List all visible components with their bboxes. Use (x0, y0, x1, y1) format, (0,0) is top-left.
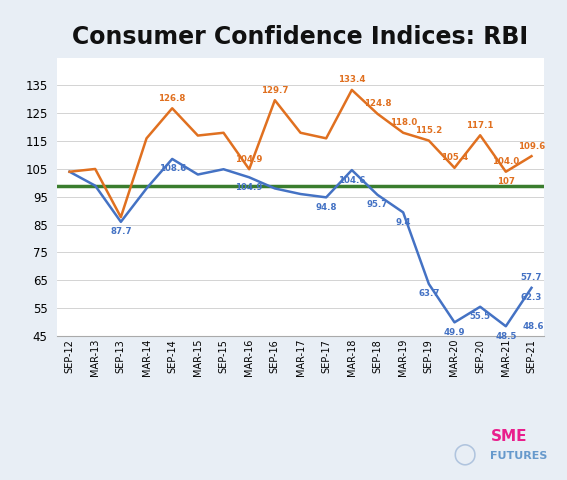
Text: 94.8: 94.8 (315, 203, 337, 212)
Title: Consumer Confidence Indices: RBI: Consumer Confidence Indices: RBI (73, 24, 528, 48)
Text: 49.9: 49.9 (444, 328, 466, 337)
Text: 104.0: 104.0 (492, 157, 519, 166)
Text: 104.9: 104.9 (235, 155, 263, 164)
Text: 48.6: 48.6 (522, 322, 544, 331)
Text: 57.7: 57.7 (521, 273, 542, 282)
Text: 55.5: 55.5 (469, 312, 490, 321)
Text: SME: SME (490, 429, 527, 444)
Text: 62.3: 62.3 (521, 293, 542, 302)
Text: 108.6: 108.6 (159, 165, 186, 173)
Text: FUTURES: FUTURES (490, 451, 548, 461)
Text: 48.5: 48.5 (495, 332, 517, 341)
Text: ○: ○ (453, 440, 477, 468)
Text: 124.8: 124.8 (364, 99, 391, 108)
Text: 107: 107 (497, 177, 515, 186)
Text: 117.1: 117.1 (467, 120, 494, 130)
Text: 87.7: 87.7 (110, 228, 132, 237)
Text: 63.7: 63.7 (418, 289, 439, 299)
Text: 133.4: 133.4 (338, 75, 366, 84)
Text: 118.0: 118.0 (390, 118, 417, 127)
Text: 109.6: 109.6 (518, 142, 545, 151)
Text: 126.8: 126.8 (159, 94, 186, 103)
Text: 115.2: 115.2 (415, 126, 442, 135)
Text: 95.7: 95.7 (367, 201, 388, 209)
Text: 104.6: 104.6 (338, 176, 366, 185)
Text: 105.4: 105.4 (441, 153, 468, 162)
Text: 129.7: 129.7 (261, 85, 289, 95)
Text: 9.4: 9.4 (395, 218, 411, 227)
Text: 104.9: 104.9 (235, 183, 263, 192)
